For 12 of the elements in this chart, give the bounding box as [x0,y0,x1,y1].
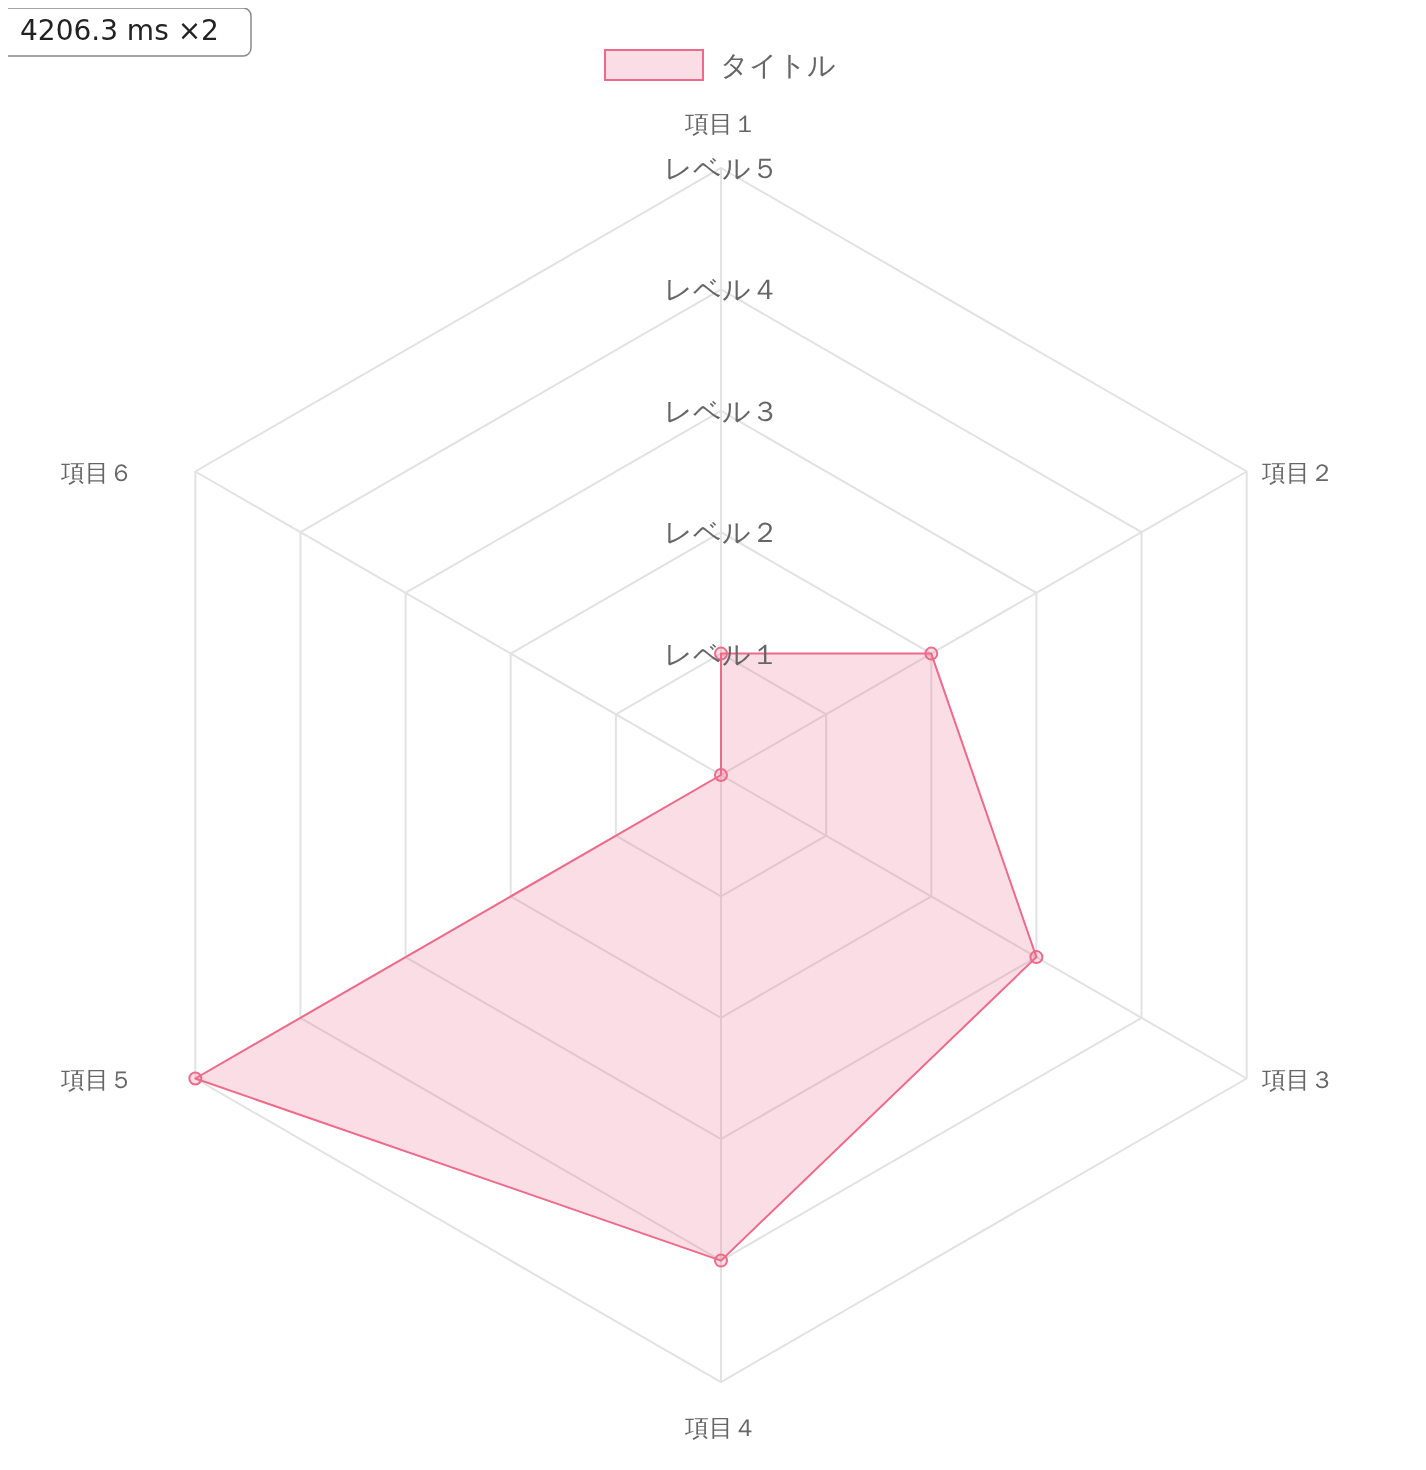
spoke-label: 項目１ [684,110,757,138]
spoke-label: 項目２ [1261,458,1335,487]
spoke-label: 項目４ [684,1414,757,1442]
spoke-label: 項目３ [1261,1065,1335,1094]
y-tick-label: レベル３ [663,394,779,428]
y-tick-label: レベル５ [663,152,779,185]
y-tick-label: レベル４ [663,273,779,307]
text: 4206.3 ms ×2 [20,14,219,47]
y-tick-label: レベル２ [663,516,779,550]
spoke-label: 項目６ [59,458,133,487]
legend-label: タイトル [720,49,836,82]
spoke-label: 項目５ [59,1065,133,1094]
